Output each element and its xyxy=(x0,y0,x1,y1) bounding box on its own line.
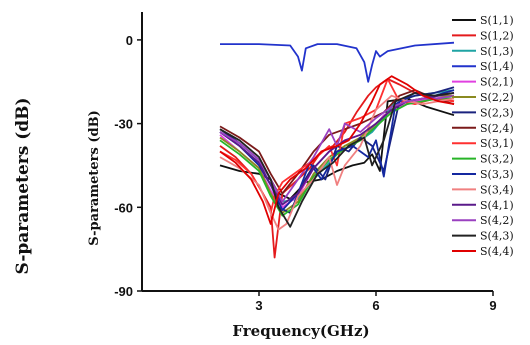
legend-label: S(2,4) xyxy=(480,122,514,135)
legend-label: S(4,1) xyxy=(480,199,514,212)
series-line-34 xyxy=(219,94,455,231)
y-tick-label: 0 xyxy=(126,33,133,48)
legend: S(1,1) S(1,2) S(1,3) S(1,4) S(2,1) S(2,2) S(2,… xyxy=(452,14,514,258)
series-line-33 xyxy=(219,89,455,212)
series-line-43 xyxy=(219,92,455,228)
legend-label: S(1,4) xyxy=(480,60,514,73)
legend-label: S(3,3) xyxy=(480,168,514,181)
legend-label: S(1,3) xyxy=(480,45,514,58)
legend-label: S(2,2) xyxy=(480,91,514,104)
legend-label: S(3,2) xyxy=(480,153,514,166)
y-tick-label: -30 xyxy=(114,117,133,132)
legend-label: S(1,2) xyxy=(480,29,514,42)
y-tick-label: -60 xyxy=(114,200,133,215)
legend-label: S(2,1) xyxy=(480,76,514,89)
legend-label: S(3,4) xyxy=(480,183,514,196)
x-tick-label: 3 xyxy=(255,298,262,313)
legend-label: S(4,3) xyxy=(480,230,514,243)
y-tick-label: -90 xyxy=(114,284,133,299)
legend-label: S(3,1) xyxy=(480,137,514,150)
series-line-44 xyxy=(219,75,455,225)
x-axis-title: Frequency(GHz) xyxy=(232,322,369,340)
series-line-14 xyxy=(220,41,455,83)
legend-label: S(4,2) xyxy=(480,214,514,227)
plot-area xyxy=(141,12,493,292)
x-tick-label: 6 xyxy=(372,298,379,313)
x-tick-label: 9 xyxy=(489,298,496,313)
outer-y-axis-title: S-parameters (dB) xyxy=(13,97,33,274)
series-line-23 xyxy=(219,86,455,214)
inner-y-axis-title: S-parameters (dB) xyxy=(87,110,102,245)
axis-ticks: 3 6 9 0 -30 -60 -90 xyxy=(114,33,496,313)
series-lines xyxy=(219,41,455,259)
series-line-24 xyxy=(219,89,455,195)
legend-label: S(4,4) xyxy=(480,245,514,258)
legend-label: S(2,3) xyxy=(480,106,514,119)
legend-label: S(1,1) xyxy=(480,14,514,27)
